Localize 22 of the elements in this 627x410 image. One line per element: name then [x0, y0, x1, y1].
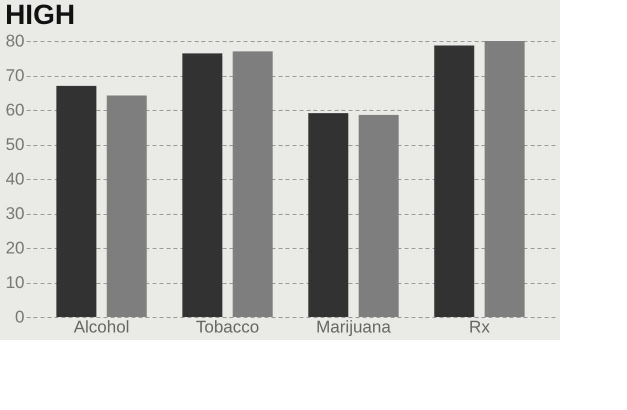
x-tick-label: Marijuana [316, 318, 392, 336]
bar [232, 51, 273, 317]
y-tick-label: 50 [6, 135, 24, 154]
y-tick-label: 20 [6, 238, 24, 258]
x-tick-label: Tobacco [196, 318, 260, 336]
bar [434, 45, 474, 317]
bar [106, 96, 147, 317]
y-tick-label: 30 [6, 204, 24, 223]
y-tick-label: 10 [6, 273, 24, 292]
bar [484, 41, 525, 317]
y-tick-label: 80 [6, 32, 24, 50]
y-tick-label: 70 [6, 66, 24, 85]
y-tick-label: 0 [15, 308, 24, 326]
chart-title: HIGH [5, 0, 76, 30]
x-tick-label: Alcohol [74, 318, 130, 336]
bar [358, 114, 399, 317]
bar [56, 86, 96, 317]
bar [182, 53, 222, 317]
x-tick-label: Rx [469, 318, 490, 336]
y-tick-label: 60 [6, 100, 24, 120]
y-tick-label: 40 [6, 170, 24, 188]
bar [308, 113, 348, 317]
